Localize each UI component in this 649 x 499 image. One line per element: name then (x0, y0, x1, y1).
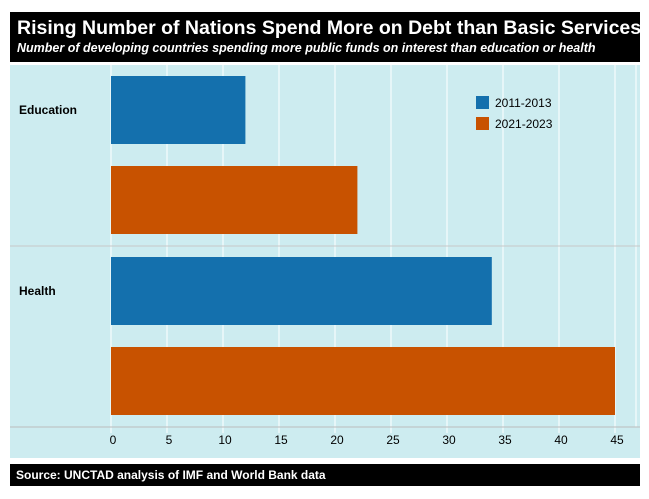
category-label: Health (19, 284, 56, 298)
x-tick-label: 45 (610, 433, 624, 447)
x-tick-label: 35 (498, 433, 512, 447)
bar-health-2021-2023 (111, 347, 615, 415)
category-label: Education (19, 103, 77, 117)
legend-label: 2021-2023 (495, 117, 553, 131)
legend-swatch (476, 96, 489, 109)
bar-education-2011-2013 (111, 76, 246, 144)
source-bar: Source: UNCTAD analysis of IMF and World… (10, 464, 640, 486)
x-tick-label: 5 (166, 433, 173, 447)
legend-label: 2011-2013 (495, 96, 552, 110)
chart-subtitle: Number of developing countries spending … (17, 41, 596, 55)
x-tick-label: 15 (274, 433, 288, 447)
title-bar: Rising Number of Nations Spend More on D… (10, 12, 642, 62)
x-tick-label: 0 (110, 433, 117, 447)
bar-education-2021-2023 (111, 166, 358, 234)
legend-swatch (476, 117, 489, 130)
x-tick-label: 10 (218, 433, 232, 447)
x-tick-label: 20 (330, 433, 344, 447)
x-tick-label: 40 (554, 433, 568, 447)
source-note: Source: UNCTAD analysis of IMF and World… (16, 468, 326, 482)
chart-title: Rising Number of Nations Spend More on D… (17, 17, 642, 39)
x-tick-label: 30 (442, 433, 456, 447)
bar-health-2011-2013 (111, 257, 492, 325)
x-tick-label: 25 (386, 433, 400, 447)
